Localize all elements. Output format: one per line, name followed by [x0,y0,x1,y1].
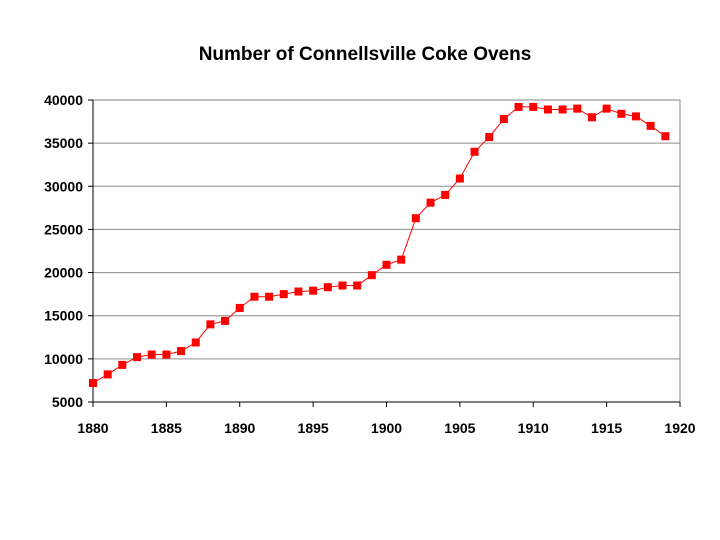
data-point [323,283,332,292]
data-point [631,112,640,121]
data-point [529,102,538,111]
data-point [470,147,479,156]
data-point [382,260,391,269]
y-tick-label: 20000 [44,265,83,281]
data-point [250,292,259,301]
data-point [602,104,611,113]
data-point [133,353,142,362]
data-point [118,360,127,369]
data-point [265,292,274,301]
y-tick-label: 35000 [44,135,83,151]
chart-title: Number of Connellsville Coke Ovens [198,44,532,65]
data-point [206,320,215,329]
data-point [573,104,582,113]
data-point [617,109,626,118]
data-point [558,105,567,114]
data-point [294,287,303,296]
gridlines [93,142,680,360]
x-tick-label: 1910 [518,420,549,436]
x-tick-label: 1895 [298,420,329,436]
y-tick-label: 30000 [44,178,83,194]
x-tick-label: 1880 [77,420,108,436]
data-point [397,255,406,264]
data-point [309,286,318,295]
data-point [441,190,450,199]
data-point [221,316,230,325]
data-point [411,214,420,223]
x-tick-label: 1900 [371,420,402,436]
data-point [177,347,186,356]
data-point [426,198,435,207]
y-tick-label: 5000 [52,394,83,410]
data-point [89,379,97,388]
data-point [646,121,655,130]
data-point [543,105,552,114]
x-tick-label: 1885 [151,420,182,436]
data-point [338,281,347,290]
data-point [367,271,376,280]
x-tick-label: 1915 [591,420,622,436]
data-point [147,350,156,359]
data-point [455,174,464,183]
y-tick-label: 15000 [44,308,83,324]
data-point [499,114,508,123]
x-tick-label: 1905 [444,420,475,436]
data-point [235,303,244,312]
data-point [485,133,494,142]
axes: 5000 10000 15000 20000 25000 30000 35000 40000 1… [44,92,696,436]
data-point [587,113,596,122]
y-tick-label: 25000 [44,221,83,237]
y-tick-label: 10000 [44,351,83,367]
data-series [89,102,670,388]
data-point [103,370,112,379]
data-point [353,281,362,290]
y-tick-label: 40000 [44,92,83,108]
data-point [162,350,171,359]
series-line [92,106,666,384]
x-tick-label: 1890 [224,420,255,436]
data-point [191,338,200,347]
data-point [514,102,523,111]
data-point [661,132,670,141]
x-tick-label: 1920 [664,420,695,436]
data-point [279,290,288,299]
plot-area-frame [92,99,681,403]
